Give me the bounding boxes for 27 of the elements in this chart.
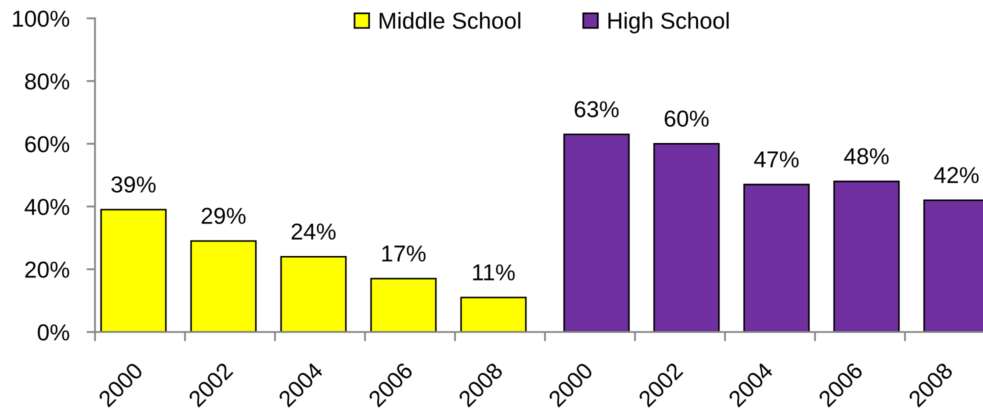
y-tick-label: 0% — [38, 324, 70, 341]
data-label: 17% — [382, 246, 426, 262]
bar — [563, 134, 630, 332]
data-label: 48% — [844, 148, 889, 164]
data-label: 29% — [202, 208, 246, 224]
bar — [833, 180, 900, 332]
bar — [743, 184, 810, 332]
data-label: 60% — [664, 110, 709, 127]
data-label: 11% — [473, 264, 515, 280]
data-label: 42% — [934, 166, 979, 184]
y-tick-label: 100% — [13, 10, 70, 27]
data-label: 63% — [574, 101, 619, 118]
data-label: 24% — [292, 223, 336, 240]
y-tick-label: 40% — [24, 198, 70, 216]
data-label: 47% — [754, 151, 799, 168]
y-tick-label: 20% — [25, 262, 70, 278]
bar — [190, 240, 257, 332]
bar — [460, 296, 527, 332]
bar — [370, 278, 437, 332]
bar — [280, 256, 347, 332]
y-tick-label: 60% — [25, 136, 70, 152]
y-tick-label: 80% — [25, 73, 70, 90]
bar — [653, 143, 720, 332]
data-label: 39% — [111, 176, 156, 193]
bar — [100, 208, 167, 332]
legend-label: High School — [608, 12, 729, 34]
legend-label: Middle School — [380, 12, 520, 29]
